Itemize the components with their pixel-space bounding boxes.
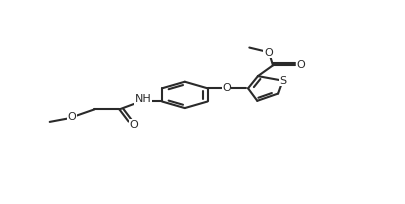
Text: NH: NH bbox=[134, 94, 151, 104]
Text: O: O bbox=[68, 112, 76, 122]
Text: O: O bbox=[296, 60, 305, 70]
Text: O: O bbox=[263, 48, 272, 58]
Text: O: O bbox=[222, 83, 230, 93]
Text: O: O bbox=[129, 120, 138, 130]
Text: S: S bbox=[278, 76, 286, 86]
